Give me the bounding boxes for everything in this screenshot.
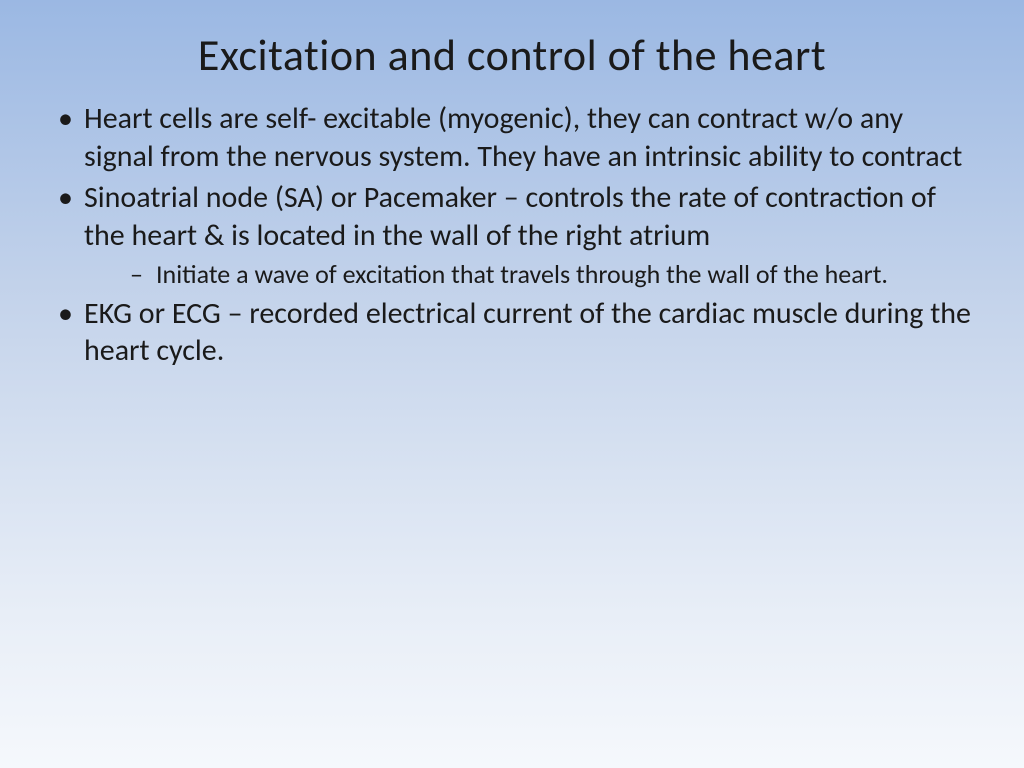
slide-title: Excitation and control of the heart — [48, 28, 976, 82]
bullet-item: EKG or ECG – recorded electrical current… — [48, 295, 976, 370]
sub-bullet-list: Initiate a wave of excitation that trave… — [84, 258, 976, 291]
bullet-item: Heart cells are self- excitable (myogeni… — [48, 100, 976, 175]
bullet-text: EKG or ECG – recorded electrical current… — [84, 295, 971, 370]
bullet-list: Heart cells are self- excitable (myogeni… — [48, 100, 976, 370]
slide-container: Excitation and control of the heart Hear… — [0, 0, 1024, 768]
sub-bullet-text: Initiate a wave of excitation that trave… — [156, 258, 888, 290]
bullet-item: Sinoatrial node (SA) or Pacemaker – cont… — [48, 179, 976, 291]
bullet-text: Sinoatrial node (SA) or Pacemaker – cont… — [84, 179, 936, 254]
bullet-text: Heart cells are self- excitable (myogeni… — [84, 100, 962, 175]
sub-bullet-item: Initiate a wave of excitation that trave… — [84, 258, 976, 291]
